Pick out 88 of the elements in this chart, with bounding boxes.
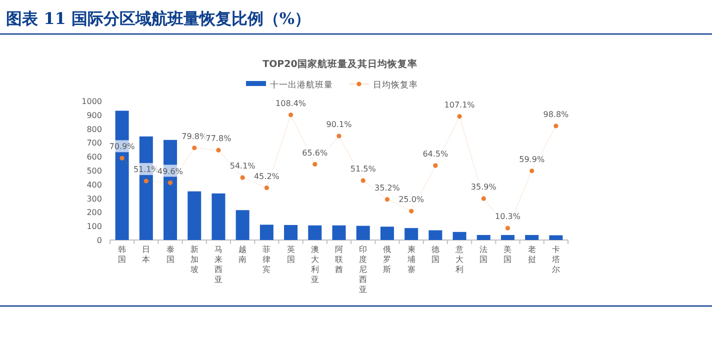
data-label: 107.1% bbox=[444, 100, 476, 110]
y-tick-label: 800 bbox=[86, 124, 102, 134]
point bbox=[384, 197, 390, 202]
x-tick-label: 卡塔尔 bbox=[550, 245, 560, 274]
bar bbox=[308, 225, 322, 240]
point bbox=[240, 175, 245, 180]
bar bbox=[332, 225, 346, 240]
x-tick-label: 柬埔寨 bbox=[406, 245, 416, 274]
point bbox=[216, 148, 221, 153]
x-tick-label: 菲律宾 bbox=[262, 245, 271, 274]
data-label: 10.3% bbox=[495, 212, 521, 222]
point bbox=[120, 156, 124, 160]
point bbox=[264, 186, 269, 190]
data-label: 79.8% bbox=[182, 132, 208, 141]
bar bbox=[284, 224, 298, 240]
data-label: 64.5% bbox=[422, 150, 449, 159]
y-tick-label: 0 bbox=[96, 236, 102, 245]
bar bbox=[500, 234, 514, 240]
bar bbox=[260, 224, 274, 240]
bar bbox=[212, 193, 226, 240]
x-tick-label: 越南 bbox=[238, 245, 247, 264]
x-tick-label: 马来西亚 bbox=[214, 245, 222, 284]
x-tick-label: 阿联酋 bbox=[335, 245, 343, 274]
point bbox=[168, 180, 173, 186]
point bbox=[144, 178, 148, 184]
y-tick-label: 300 bbox=[86, 194, 102, 204]
point bbox=[336, 134, 342, 138]
y-tick-label: 100 bbox=[86, 222, 102, 232]
bar bbox=[236, 210, 250, 240]
bar bbox=[188, 191, 202, 240]
bar bbox=[549, 235, 563, 240]
bar bbox=[404, 228, 418, 240]
legend-label: 十一出港航班量 bbox=[270, 80, 333, 90]
point bbox=[288, 112, 294, 118]
data-label: 35.9% bbox=[470, 182, 497, 192]
point bbox=[554, 124, 558, 128]
bar bbox=[476, 234, 490, 240]
x-tick-label: 澳大利亚 bbox=[310, 245, 319, 284]
data-label: 49.6% bbox=[158, 166, 184, 176]
chart-subtitle: TOP20国家航班量及其日均恢复率 bbox=[262, 58, 418, 70]
y-tick-label: 400 bbox=[86, 180, 102, 190]
point bbox=[192, 146, 197, 150]
point bbox=[433, 163, 438, 168]
y-tick-label: 700 bbox=[86, 138, 102, 148]
data-label: 98.8% bbox=[543, 110, 570, 119]
bar bbox=[452, 232, 466, 240]
data-label: 25.0% bbox=[398, 195, 424, 204]
x-tick-label: 俄罗斯 bbox=[383, 245, 392, 274]
x-tick-label: 德国 bbox=[431, 245, 440, 264]
point bbox=[481, 196, 486, 201]
point bbox=[409, 208, 414, 214]
y-tick-label: 1000 bbox=[82, 97, 102, 106]
data-label: 59.9% bbox=[519, 154, 545, 164]
data-label: 51.1% bbox=[133, 165, 160, 174]
legend-label: 日均恢复率 bbox=[373, 80, 418, 90]
x-tick-label: 意大利 bbox=[454, 245, 464, 274]
point bbox=[360, 178, 366, 183]
y-tick-label: 600 bbox=[86, 152, 102, 162]
y-tick-label: 900 bbox=[86, 110, 102, 120]
point bbox=[505, 226, 510, 230]
x-tick-label: 法国 bbox=[480, 245, 488, 264]
bar bbox=[428, 230, 442, 240]
data-label: 77.8% bbox=[206, 134, 232, 144]
point bbox=[530, 168, 534, 174]
data-label: 108.4% bbox=[276, 98, 306, 108]
x-tick-label: 老挝 bbox=[528, 245, 536, 264]
x-tick-label: 泰国 bbox=[166, 245, 174, 264]
x-tick-label: 美国 bbox=[504, 245, 512, 264]
x-tick-label: 英国 bbox=[286, 245, 295, 264]
bar bbox=[356, 226, 370, 240]
data-label: 35.2% bbox=[374, 183, 400, 192]
x-tick-label: 韩国 bbox=[118, 245, 126, 264]
data-label: 45.2% bbox=[254, 172, 280, 181]
point bbox=[457, 114, 462, 119]
data-label: 54.1% bbox=[230, 162, 256, 171]
y-tick-label: 200 bbox=[86, 208, 102, 218]
point bbox=[312, 162, 318, 167]
data-label: 65.6% bbox=[302, 148, 328, 158]
data-label: 90.1% bbox=[326, 120, 352, 130]
bar bbox=[525, 234, 539, 240]
x-tick-label: 日本 bbox=[142, 245, 150, 264]
chart-title: 图表 11 国际分区域航班量恢复比例（%） bbox=[6, 9, 311, 28]
data-label: 51.5% bbox=[350, 164, 376, 174]
bar bbox=[380, 226, 394, 240]
x-tick-label: 印度尼西亚 bbox=[359, 245, 368, 294]
data-label: 70.9% bbox=[109, 142, 136, 152]
y-tick-label: 500 bbox=[86, 166, 102, 176]
x-tick-label: 新加坡 bbox=[189, 245, 198, 274]
